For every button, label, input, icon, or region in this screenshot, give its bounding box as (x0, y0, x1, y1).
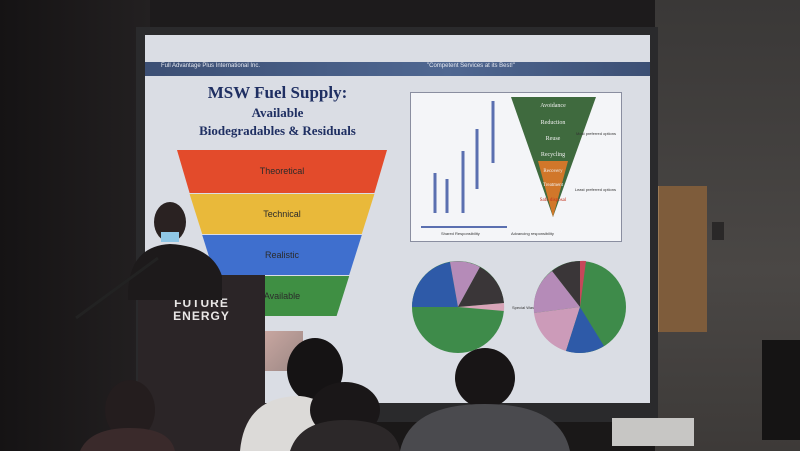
pie-slice-blue (412, 262, 458, 307)
pie-slice-pink (534, 307, 580, 351)
funnel-label: Available (263, 291, 301, 301)
hierarchy-level: Reduction (541, 120, 566, 126)
wall-switch (712, 222, 724, 240)
slide-photo (263, 331, 303, 371)
funnel-label: Technical (263, 209, 301, 219)
future-energy-logo: FUTURE ENERGY (138, 297, 265, 323)
dark-wall-left (0, 0, 150, 451)
hierarchy-level: Recovery (543, 169, 563, 174)
hierarchy-level: Safe disposal (540, 198, 567, 203)
funnel-label: Theoretical (259, 166, 305, 176)
company-name: Full Advantage Plus International Inc. (161, 63, 261, 69)
arrows-plot (433, 101, 495, 213)
pie-slice-purple (450, 261, 480, 307)
pie-charts: Special Waste (410, 249, 630, 369)
label-least-preferred: Least preferred options (575, 187, 616, 192)
hierarchy-triangle-lower (538, 161, 568, 217)
slide-header-bar: Full Advantage Plus International Inc. "… (145, 62, 650, 76)
hierarchy-level: Avoidance (540, 103, 566, 109)
hierarchy-level: Reuse (546, 136, 561, 142)
funnel-band-realistic: Realistic (202, 235, 362, 275)
pie-slice-blue (566, 307, 604, 354)
company-slogan: "Competent Services at its Best!" (427, 63, 515, 69)
hierarchy-level: Recycling (541, 152, 565, 158)
title-line-2: Available (251, 105, 304, 120)
footer-advancing: Advancing responsibility (511, 231, 554, 236)
pie-slice-dark (458, 267, 504, 307)
label-most-preferred: Most preferred options (576, 131, 616, 136)
pie-slice-red (580, 260, 586, 307)
pie-label-special-waste: Special Waste (512, 305, 538, 310)
pie-slice-dark (552, 261, 580, 307)
funnel-label: Realistic (264, 250, 299, 260)
pie-slice-pink (458, 303, 505, 311)
hierarchy-graphic: Avoidance Reduction Reuse Recycling Reco… (421, 97, 616, 236)
hierarchy-triangle (511, 97, 596, 217)
hierarchy-level: Treatment (543, 183, 564, 188)
funnel-band-technical: Technical (189, 194, 375, 234)
door (656, 186, 707, 332)
pie-graphic: Special Waste (412, 260, 626, 354)
title-line-3: Biodegradables & Residuals (199, 123, 356, 138)
pie-right (533, 260, 626, 354)
waste-hierarchy-diagram: Avoidance Reduction Reuse Recycling Reco… (410, 92, 622, 242)
funnel-band-theoretical: Theoretical (177, 150, 387, 193)
slide-title: MSW Fuel Supply: Available Biodegradable… (175, 83, 380, 139)
podium: FUTURE ENERGY (138, 275, 265, 451)
title-line-1: MSW Fuel Supply: (207, 83, 348, 102)
logo-line-2: ENERGY (173, 309, 230, 323)
pie-slice-purple (533, 271, 580, 313)
pie-left (412, 261, 505, 353)
footer-shared: Shared Responsibility (441, 231, 480, 236)
